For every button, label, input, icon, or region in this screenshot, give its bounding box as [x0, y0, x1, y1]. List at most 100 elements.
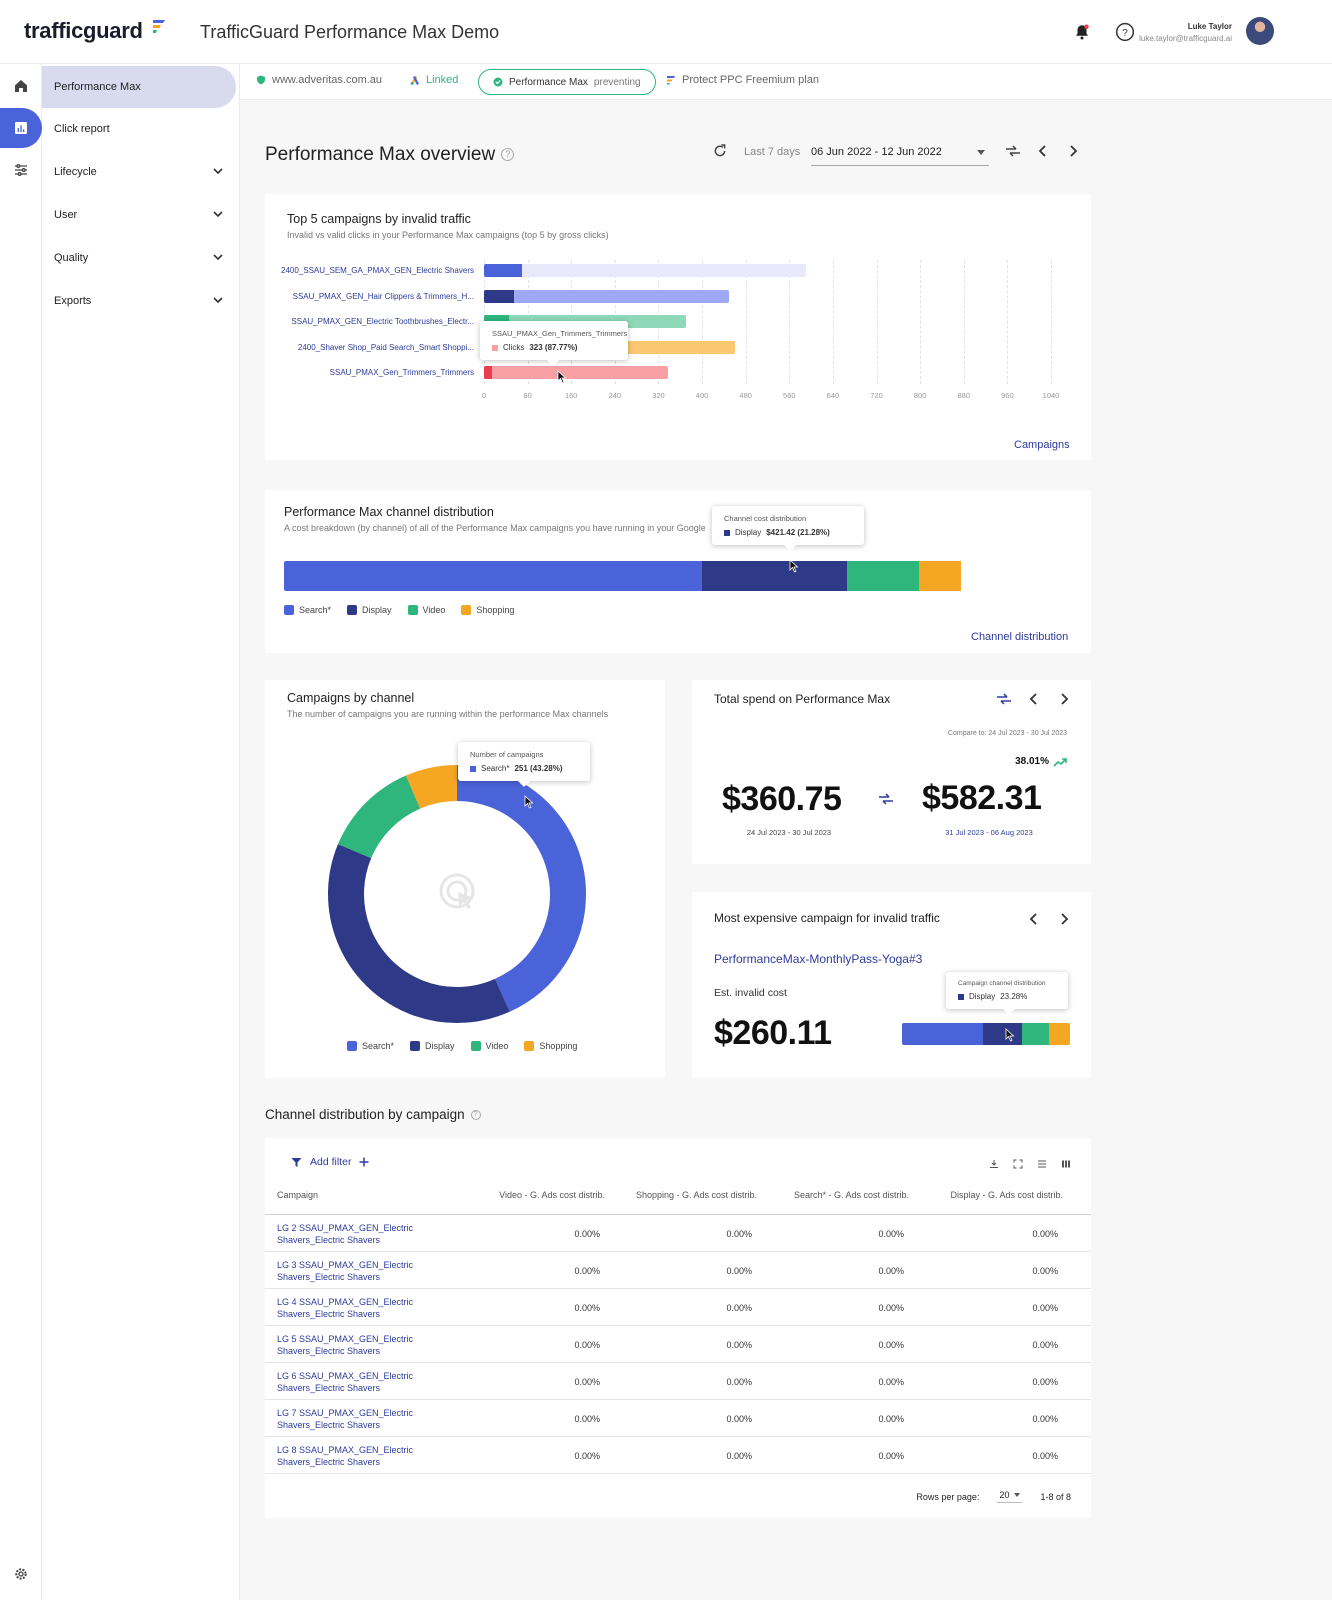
donut-slice[interactable] [328, 765, 586, 1023]
chevron-left-icon[interactable] [1024, 909, 1044, 929]
campaign-label[interactable]: 2400_SSAU_SEM_GA_PMAX_GEN_Electric Shave… [281, 266, 474, 275]
campaign-channel-segment[interactable] [982, 1023, 1022, 1045]
help-circle-icon[interactable]: ? [501, 148, 515, 162]
campaign-label[interactable]: 2400_Shaver Shop_Paid Search_Smart Shopp… [297, 342, 474, 352]
valid-clicks-bar[interactable] [484, 289, 730, 303]
sidebar-item-lifecycle[interactable]: Lifecycle [42, 151, 240, 193]
donut-slice[interactable] [328, 765, 586, 1023]
bell-icon[interactable] [1070, 20, 1094, 44]
channel-segment[interactable] [847, 561, 920, 591]
column-header-display[interactable]: Display - G. Ads cost distrib. [950, 1190, 1063, 1200]
legend-swatch [347, 1041, 357, 1051]
column-header-video[interactable]: Video - G. Ads cost distrib. [499, 1190, 605, 1200]
avatar[interactable] [1246, 17, 1274, 45]
legend-item[interactable]: Search* [347, 1041, 394, 1051]
filters-icon[interactable] [0, 150, 42, 190]
help-icon[interactable]: ? [1113, 20, 1137, 44]
valid-clicks-bar[interactable] [484, 366, 669, 379]
fullscreen-icon[interactable] [1013, 1159, 1023, 1169]
campaign-channel-segment[interactable] [1021, 1023, 1049, 1045]
table-row[interactable]: LG 4 SSAU_PMAX_GEN_Electric Shavers_Elec… [265, 1289, 1091, 1326]
table-row[interactable]: LG 7 SSAU_PMAX_GEN_Electric Shavers_Elec… [265, 1400, 1091, 1437]
rows-per-page-select[interactable]: 20 [997, 1490, 1023, 1503]
table-row[interactable]: LG 5 SSAU_PMAX_GEN_Electric Shavers_Elec… [265, 1326, 1091, 1363]
pmax-status-pill[interactable]: Performance Max preventing [478, 69, 656, 95]
channel-segment[interactable] [919, 561, 962, 591]
table-row[interactable]: LG 2 SSAU_PMAX_GEN_Electric Shavers_Elec… [265, 1215, 1091, 1252]
column-header-shopping[interactable]: Shopping - G. Ads cost distrib. [635, 1190, 757, 1200]
linked-tab[interactable]: Linked [410, 74, 458, 86]
column-header-campaign[interactable]: Campaign [277, 1190, 319, 1200]
date-range-select[interactable]: 06 Jun 2022 - 12 Jun 2022 [811, 138, 989, 166]
invalid-clicks-bar[interactable] [484, 264, 523, 277]
channel-dist-title: Performance Max channel distribution [284, 505, 494, 519]
tooltip-label: Search* [481, 764, 510, 773]
legend-item[interactable]: Search* [284, 605, 331, 615]
sidebar-item-quality[interactable]: Quality [42, 237, 240, 279]
campaign-name-link[interactable]: LG 3 SSAU_PMAX_GEN_Electric Shavers_Elec… [277, 1260, 414, 1282]
legend-item[interactable]: Display [347, 605, 392, 615]
legend-item[interactable]: Display [410, 1041, 455, 1051]
compare-arrows-icon[interactable] [1003, 141, 1023, 161]
invalid-clicks-bar[interactable] [484, 366, 493, 379]
column-header-search[interactable]: Search* - G. Ads cost distrib. [793, 1190, 909, 1200]
table-row[interactable]: LG 3 SSAU_PMAX_GEN_Electric Shavers_Elec… [265, 1252, 1091, 1289]
campaign-label[interactable]: SSAU_PMAX_GEN_Hair Clippers & Trimmers_H… [292, 291, 474, 301]
invalid-clicks-bar[interactable] [484, 289, 514, 303]
most-expensive-title: Most expensive campaign for invalid traf… [714, 911, 940, 925]
site-tab[interactable]: www.adveritas.com.au [256, 74, 382, 86]
settings-gear-icon[interactable] [0, 1554, 42, 1594]
protect-plan-tab[interactable]: Protect PPC Freemium plan [666, 74, 819, 86]
cell-value: 0.00% [726, 1229, 752, 1239]
chevron-right-icon[interactable] [1063, 141, 1083, 161]
sidebar-item-exports[interactable]: Exports [42, 280, 240, 322]
table-row[interactable]: LG 8 SSAU_PMAX_GEN_Electric Shavers_Elec… [265, 1437, 1091, 1474]
compare-arrows-icon[interactable] [994, 689, 1014, 709]
tooltip-label: Clicks [503, 343, 525, 352]
legend-item[interactable]: Video [407, 605, 445, 615]
campaign-link[interactable]: PerformanceMax-MonthlyPass-Yoga#3 [714, 952, 923, 966]
campaign-name-link[interactable]: LG 6 SSAU_PMAX_GEN_Electric Shavers_Elec… [277, 1371, 414, 1393]
chevron-right-icon[interactable] [1054, 909, 1074, 929]
trafficguard-logo[interactable]: trafficguard [24, 18, 166, 44]
reports-icon[interactable] [0, 108, 42, 148]
table-row[interactable]: LG 6 SSAU_PMAX_GEN_Electric Shavers_Elec… [265, 1363, 1091, 1400]
channel-segment[interactable] [702, 561, 848, 591]
add-filter-button[interactable]: Add filter [291, 1156, 369, 1168]
campaign-name-link[interactable]: LG 7 SSAU_PMAX_GEN_Electric Shavers_Elec… [277, 1408, 414, 1430]
campaign-channel-segment[interactable] [902, 1023, 983, 1045]
refresh-icon[interactable] [710, 141, 730, 161]
campaign-name-link[interactable]: LG 4 SSAU_PMAX_GEN_Electric Shavers_Elec… [277, 1297, 414, 1319]
help-circle-icon[interactable]: ? [470, 1110, 481, 1121]
legend-label: Shopping [476, 605, 515, 615]
columns-icon[interactable] [1061, 1159, 1071, 1169]
legend-item[interactable]: Shopping [461, 605, 514, 615]
sidebar-item-user[interactable]: User [42, 194, 240, 236]
chevron-right-icon[interactable] [1054, 689, 1074, 709]
sidebar-item-click-report[interactable]: Click report [42, 108, 240, 150]
campaign-name-link[interactable]: LG 5 SSAU_PMAX_GEN_Electric Shavers_Elec… [277, 1334, 414, 1356]
top5-title: Top 5 campaigns by invalid traffic [287, 212, 471, 226]
valid-clicks-bar[interactable] [484, 264, 806, 277]
x-tick-label: 320 [652, 391, 665, 400]
chevron-left-icon[interactable] [1033, 141, 1053, 161]
tooltip-value: $421.42 (21.28%) [766, 528, 830, 537]
campaign-name-link[interactable]: LG 2 SSAU_PMAX_GEN_Electric Shavers_Elec… [277, 1223, 414, 1245]
legend-item[interactable]: Video [470, 1041, 508, 1051]
campaign-name-link[interactable]: LG 8 SSAU_PMAX_GEN_Electric Shavers_Elec… [277, 1445, 414, 1467]
sidebar-item-performance-max[interactable]: Performance Max [42, 66, 236, 108]
campaigns-link[interactable]: Campaigns [1014, 439, 1070, 451]
chart-gridline [1051, 260, 1052, 384]
cell-value: 0.00% [574, 1229, 600, 1239]
campaign-label[interactable]: SSAU_PMAX_GEN_Electric Toothbrushes_Elec… [291, 317, 474, 326]
home-icon[interactable] [0, 66, 42, 106]
tooltip-title: Campaign channel distribution [958, 980, 1046, 987]
campaign-label[interactable]: SSAU_PMAX_Gen_Trimmers_Trimmers [329, 368, 474, 377]
channel-segment[interactable] [284, 561, 703, 591]
campaign-channel-segment[interactable] [1048, 1023, 1070, 1045]
channel-distribution-link[interactable]: Channel distribution [971, 631, 1069, 643]
chevron-left-icon[interactable] [1024, 689, 1044, 709]
download-icon[interactable] [989, 1159, 999, 1169]
density-icon[interactable] [1037, 1159, 1047, 1169]
legend-item[interactable]: Shopping [524, 1041, 577, 1051]
